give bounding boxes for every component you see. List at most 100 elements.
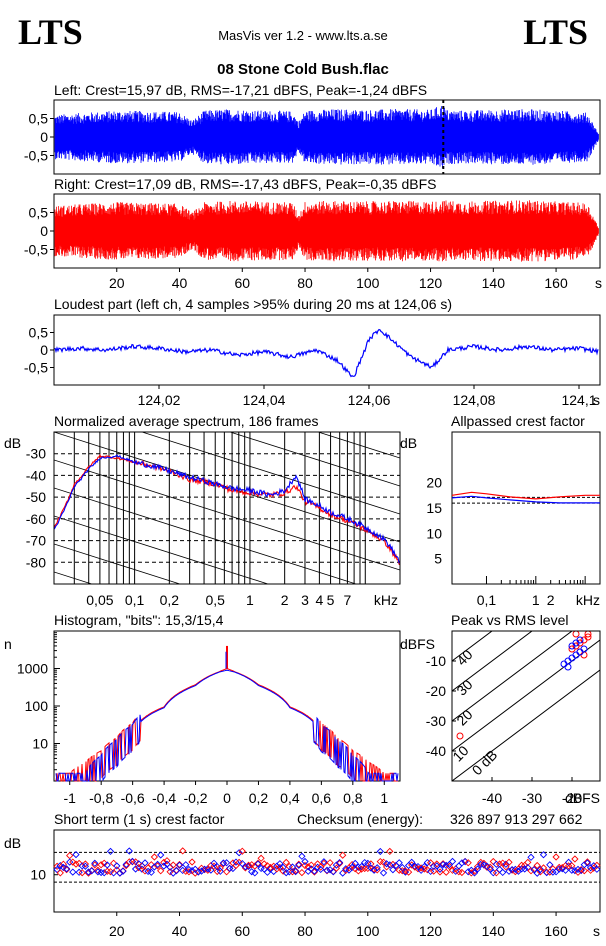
short-crest-point: [131, 858, 140, 866]
short-crest-point: [354, 863, 363, 871]
short-crest-point: [477, 860, 485, 869]
short-crest-point: [291, 867, 300, 875]
spectrum-ytick-label: -60: [26, 511, 46, 527]
short-crest-point: [455, 868, 463, 876]
peak-rms-point: [564, 663, 572, 671]
short-crest-point: [499, 868, 507, 877]
spectrum-slope-line: [54, 515, 270, 584]
histogram-title: Histogram, "bits": 15,3/15,4: [54, 612, 224, 628]
allpassed-xtick-label: 1: [532, 592, 540, 608]
peak-rms-point: [568, 654, 576, 662]
histogram-xtick-label: 0: [223, 790, 231, 806]
short-crest-point: [489, 869, 497, 877]
short-crest-point: [505, 858, 513, 866]
spectrum-ytick-label: -50: [26, 489, 46, 505]
spectrum-xtick-label: 0,5: [205, 592, 225, 608]
waveform-left-ytick-label: 0: [40, 129, 48, 145]
short-crest-point: [364, 864, 372, 873]
short-crest-point: [257, 864, 265, 873]
short-crest-point: [439, 860, 447, 868]
histogram-xtick-label: 0,4: [280, 790, 300, 806]
histogram-series: [55, 667, 398, 782]
short-crest-point: [586, 866, 595, 874]
short-crest-point: [436, 865, 444, 873]
short-crest-point: [549, 868, 557, 876]
short-crest-point: [326, 866, 334, 874]
short-crest-point: [157, 867, 165, 875]
short-crest-xtick-label: 20: [109, 923, 125, 939]
short-crest-point: [583, 858, 592, 866]
short-crest-point: [91, 859, 99, 867]
short-crest-point: [291, 867, 300, 876]
left-waveform-title: Left: Crest=15,97 dB, RMS=-17,21 dBFS, P…: [54, 82, 428, 98]
short-crest-point: [160, 862, 168, 870]
short-crest-point: [204, 866, 212, 874]
crest-label: 0 dB: [469, 747, 501, 779]
short-crest-point: [357, 865, 366, 873]
short-crest-point: [452, 867, 460, 875]
short-crest-point: [248, 868, 256, 876]
histogram-xtick-label: -0,8: [89, 790, 113, 806]
short-crest-point: [552, 853, 560, 861]
short-term-crest-title: Short term (1 s) crest factor: [54, 811, 225, 827]
short-crest-point: [78, 862, 86, 870]
short-crest-point: [417, 864, 425, 872]
spectrum-slope-line: [54, 264, 400, 374]
short-crest-point: [188, 858, 196, 866]
histogram-xtick-label: -1: [64, 790, 77, 806]
short-crest-point: [448, 866, 457, 874]
short-crest-point: [527, 853, 535, 861]
short-crest-point: [521, 865, 529, 873]
short-crest-point: [282, 858, 290, 867]
short-crest-point: [238, 847, 246, 855]
crest-diagonal: [452, 669, 600, 781]
short-crest-point: [326, 859, 334, 867]
histogram-xtick-label: 0,8: [343, 790, 363, 806]
spectrum-slope-line: [54, 459, 400, 571]
short-crest-point: [122, 861, 130, 870]
crest-label: 10: [449, 742, 471, 764]
short-crest-point: [571, 855, 579, 863]
waveform-right-ytick-label: 0: [40, 223, 48, 239]
short-crest-point: [386, 847, 394, 856]
short-crest-point: [69, 858, 77, 866]
short-crest-xtick-label: 100: [356, 923, 380, 939]
short-crest-point: [113, 866, 121, 874]
short-crest-point: [216, 864, 224, 872]
histogram-series: [55, 669, 399, 782]
short-crest-point: [329, 868, 337, 876]
short-crest-point: [335, 858, 344, 867]
short-crest-point: [251, 869, 259, 877]
short-crest-point: [348, 860, 356, 869]
short-crest-point: [492, 860, 501, 868]
short-crest-point: [53, 862, 61, 870]
short-crest-point: [106, 868, 115, 876]
short-crest-point: [320, 859, 328, 868]
short-crest-point: [301, 861, 309, 870]
short-crest-point: [473, 862, 482, 871]
short-crest-point: [574, 865, 582, 874]
short-crest-point: [546, 861, 554, 869]
short-crest-xtick-label: 120: [419, 923, 443, 939]
short-crest-point: [386, 861, 394, 869]
short-crest-frame: [53, 829, 601, 913]
short-crest-point: [430, 867, 438, 875]
short-crest-point: [499, 859, 507, 867]
short-crest-xtick-label: 160: [544, 923, 568, 939]
short-crest-point: [266, 863, 275, 872]
short-crest-point: [119, 867, 127, 875]
short-crest-point: [285, 862, 293, 871]
histogram-xtick-label: 0,2: [249, 790, 269, 806]
short-crest-point: [332, 864, 341, 872]
short-crest-xtick-label: 40: [172, 923, 188, 939]
short-crest-point: [583, 859, 592, 867]
peak-rms-point: [584, 633, 592, 641]
loudest-xtick-label: 124,06: [348, 392, 391, 408]
short-crest-point: [370, 865, 378, 873]
allpassed-xtick-label: 0,1: [477, 592, 497, 608]
short-crest-point: [69, 868, 77, 876]
short-crest-point: [539, 851, 548, 859]
peak-rms-xtick-label: -40: [482, 790, 502, 806]
spectrum-xtick-label: 7: [344, 592, 352, 608]
short-crest-point: [376, 857, 384, 866]
